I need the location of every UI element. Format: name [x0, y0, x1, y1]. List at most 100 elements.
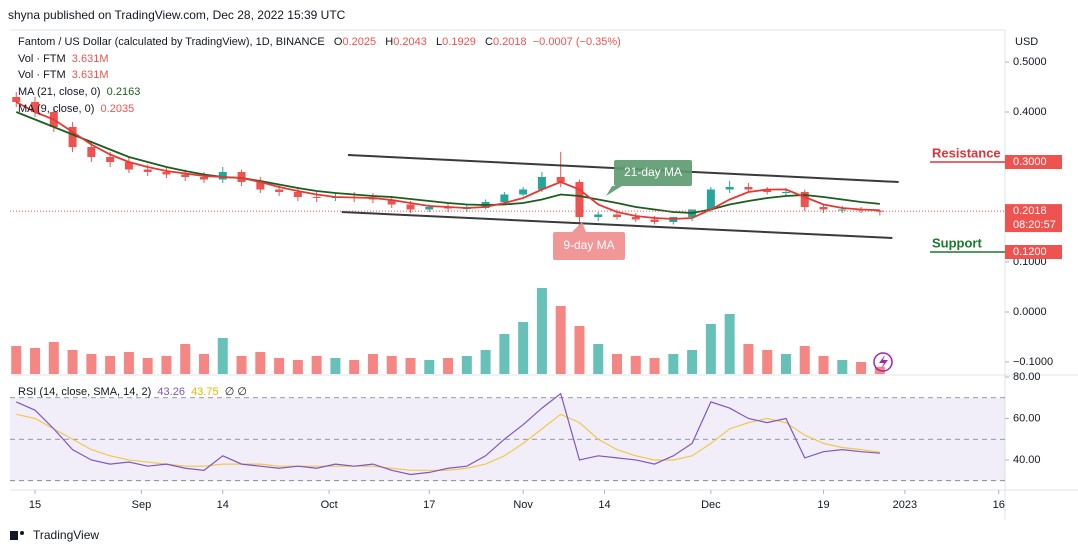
level-tag-label: 0.3000	[1013, 156, 1047, 168]
price-tag	[1005, 204, 1062, 233]
price-tag-label: 0.2018	[1013, 205, 1047, 217]
candle-body	[763, 189, 772, 192]
callout	[553, 222, 625, 260]
ohlc-letter: C	[485, 36, 493, 48]
ohlc-letter: O	[333, 36, 343, 48]
x-tick-label: Dec	[701, 499, 721, 511]
volume-bar	[123, 352, 134, 374]
volume-bar	[724, 314, 735, 374]
legend-value: 0.2163	[106, 86, 141, 98]
x-tick-label: 15	[29, 499, 41, 511]
candle-body	[124, 162, 133, 170]
volume-bar	[105, 356, 116, 374]
candle-body	[181, 174, 190, 177]
volume-bar	[236, 356, 247, 374]
annotation-9: 9-day MA	[553, 222, 625, 260]
candle-body	[838, 209, 847, 211]
ohlc-letter: L	[436, 36, 443, 48]
volume-bar	[11, 346, 22, 374]
candle-body	[12, 97, 21, 102]
icon[interactable]	[879, 355, 888, 369]
volume-bar	[593, 344, 604, 374]
volume-bar	[856, 362, 867, 374]
candle-body	[425, 207, 434, 210]
annotation-text: 9-day MA	[563, 238, 614, 252]
volume-bar	[349, 360, 360, 374]
candle-body	[613, 214, 622, 217]
y-tick-label: 40.00	[1013, 454, 1041, 466]
legend-rsi: RSI (14, close, SMA, 14, 2) 43.26 43.75 …	[18, 385, 247, 399]
x-tick-label: 14	[217, 499, 229, 511]
volume-bar	[292, 360, 303, 374]
candle-body	[312, 197, 321, 198]
candle-body	[631, 217, 640, 220]
volume-bar	[274, 358, 285, 374]
legend-label: Vol · FTM	[18, 69, 66, 81]
volume-bar	[443, 358, 454, 374]
logo: TradingView	[10, 528, 99, 542]
icon[interactable]	[873, 352, 893, 372]
rsi-sma-line	[16, 413, 880, 471]
volume-bar	[668, 354, 679, 374]
candle-body	[650, 219, 659, 222]
ohlc-value: 0.2043	[393, 36, 427, 48]
volume-bar	[405, 358, 416, 374]
level-tag	[1005, 245, 1062, 259]
candle-body	[162, 172, 171, 175]
candle-body	[256, 182, 265, 190]
volume-bar	[180, 344, 191, 374]
legend-ma21: MA (21, close, 0) 0.2163	[18, 85, 140, 99]
legend-value: 3.631M	[71, 69, 109, 81]
x-tick-label: Sep	[132, 499, 152, 511]
candle-body	[706, 189, 715, 210]
symbol: Fantom / US Dollar (calculated by Tradin…	[18, 36, 325, 48]
level-tag-label: 0.1200	[1013, 246, 1047, 258]
change: −0.0007 (−0.35%)	[532, 36, 621, 48]
volume-bar	[780, 354, 791, 374]
rsi-line	[16, 392, 880, 476]
candle-body	[744, 187, 753, 190]
legend-label: RSI (14, close, SMA, 14, 2)	[18, 386, 152, 398]
volume-bar	[499, 334, 510, 374]
volume-bar	[612, 354, 623, 374]
trend-line	[341, 211, 893, 239]
replay-icon[interactable]	[873, 352, 893, 372]
countdown: 08:20:57	[1013, 219, 1056, 231]
volume-bar	[142, 358, 153, 374]
candle-body	[31, 102, 40, 112]
volume-bar	[461, 356, 472, 374]
candle-body	[819, 207, 828, 210]
logo-mark	[10, 531, 18, 540]
x-tick-label: 19	[817, 499, 829, 511]
legend-value: 3.631M	[71, 53, 109, 65]
candle-body	[237, 172, 246, 182]
volume-bar	[687, 350, 698, 374]
y-tick-label: 0.4000	[1013, 106, 1047, 118]
ohlc-value: 0.2018	[492, 36, 527, 48]
candle-body	[500, 194, 509, 202]
x-tick-label: 17	[423, 499, 435, 511]
volume-bar	[367, 354, 378, 374]
volume-bar	[705, 324, 716, 374]
legend-extra: ∅ ∅	[224, 386, 247, 398]
candle-body	[218, 172, 227, 180]
candle-body	[875, 210, 884, 212]
volume-bar	[480, 350, 491, 374]
volume-bar	[48, 342, 59, 374]
volume-bar	[330, 358, 341, 374]
candle-body	[293, 192, 302, 197]
legend-value: 43.26	[157, 386, 185, 398]
volume-bar	[255, 352, 266, 374]
x-tick-label: 2023	[893, 499, 917, 511]
volume-bar	[86, 354, 97, 374]
volume-bar	[555, 306, 566, 374]
candle-body	[519, 189, 528, 195]
candle-body	[594, 214, 603, 217]
candle-body	[275, 189, 284, 192]
legend-value: 0.2035	[100, 103, 135, 115]
candle-body	[575, 182, 584, 217]
level-name: Support	[932, 235, 982, 250]
x-tick-label: 14	[598, 499, 610, 511]
